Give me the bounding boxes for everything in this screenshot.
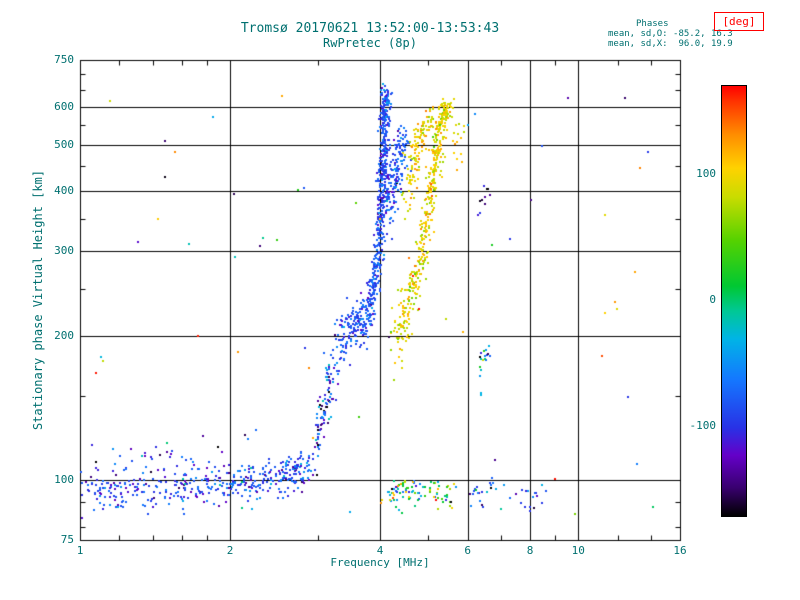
y-tick-label: 400: [54, 184, 74, 198]
y-tick-label: 100: [54, 473, 74, 487]
x-tick-label: 4: [376, 544, 384, 557]
colorbar-tick-label: 0: [709, 293, 716, 306]
colorbar-tick-label: -100: [689, 419, 717, 433]
x-tick-label: 16: [673, 544, 687, 557]
y-tick-label: 300: [54, 244, 74, 257]
x-axis-label: Frequency [MHz]: [330, 556, 430, 569]
page-subtitle: RwPretec (8p): [323, 36, 417, 50]
x-tick-label: 2: [226, 544, 234, 557]
x-tick-label: 6: [464, 544, 472, 557]
y-tick-label: 500: [54, 137, 74, 151]
y-tick-label: 200: [54, 328, 74, 342]
y-axis-label: Stationary phase Virtual Height [km]: [31, 169, 45, 431]
colorbar-units-label: [deg]: [714, 12, 764, 31]
phases-o-mode-stats: mean, sd,O: -85.2, 16.3: [608, 29, 733, 39]
y-tick-label: 750: [54, 53, 74, 66]
phases-heading: Phases: [636, 19, 669, 29]
page-title: Tromsø 20170621 13:52:00-13:53:43: [240, 21, 500, 36]
x-tick-label: 8: [526, 544, 534, 557]
colorbar: [721, 85, 747, 517]
x-tick-label: 10: [571, 544, 585, 557]
phases-x-mode-stats: mean, sd,X: 96.0, 19.9: [608, 39, 733, 49]
colorbar-tick-label: 100: [696, 166, 716, 180]
y-tick-label: 75: [60, 533, 74, 546]
x-tick-label: 1: [76, 544, 84, 557]
y-tick-label: 600: [54, 99, 74, 113]
